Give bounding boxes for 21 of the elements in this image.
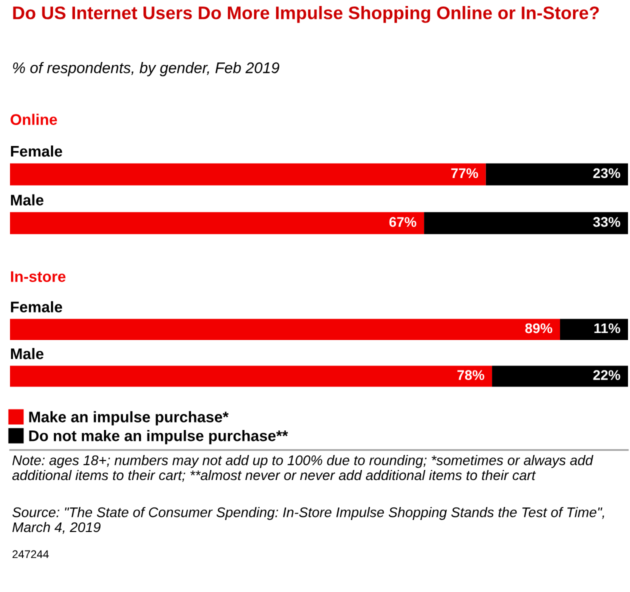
data-label: 33% — [593, 217, 620, 227]
data-label: 89% — [525, 323, 552, 334]
text: 247244 — [12, 550, 49, 558]
chart-title: Do US Internet Users Do More Impulse Shopping Online or In-Store? — [13, 6, 599, 23]
y-tick-label: Male — [11, 194, 44, 206]
chart-subtitle: % of respondents, by gender, Feb 2019 — [13, 62, 280, 76]
y-axis-title: In-store — [11, 271, 66, 282]
y-tick-label: Male — [11, 348, 44, 360]
y-tick-label: Female — [11, 145, 62, 157]
legend-label: Do not make an impulse purchase** — [29, 430, 288, 444]
data-label: 23% — [593, 168, 620, 178]
data-label: 11% — [594, 323, 620, 334]
y-axis-title: Online — [10, 114, 58, 125]
data-label: 22% — [593, 370, 620, 380]
data-label: 77% — [451, 168, 478, 178]
source-note: Source: "The State of Consumer Spending: In-Store Impulse Shopping Stands the Test of Time", March 4, 2019 — [12, 507, 604, 534]
legend-label: Make an impulse purchase* — [29, 411, 229, 426]
y-tick-label: Female — [11, 301, 62, 312]
text: Note: ages 18+; numbers may not add up to 100% due to rounding; *sometimes or always add additional items to their cart; **almost never or never add additional items to their cart — [12, 455, 594, 482]
data-label: 67% — [389, 217, 416, 227]
data-label: 78% — [457, 370, 484, 380]
